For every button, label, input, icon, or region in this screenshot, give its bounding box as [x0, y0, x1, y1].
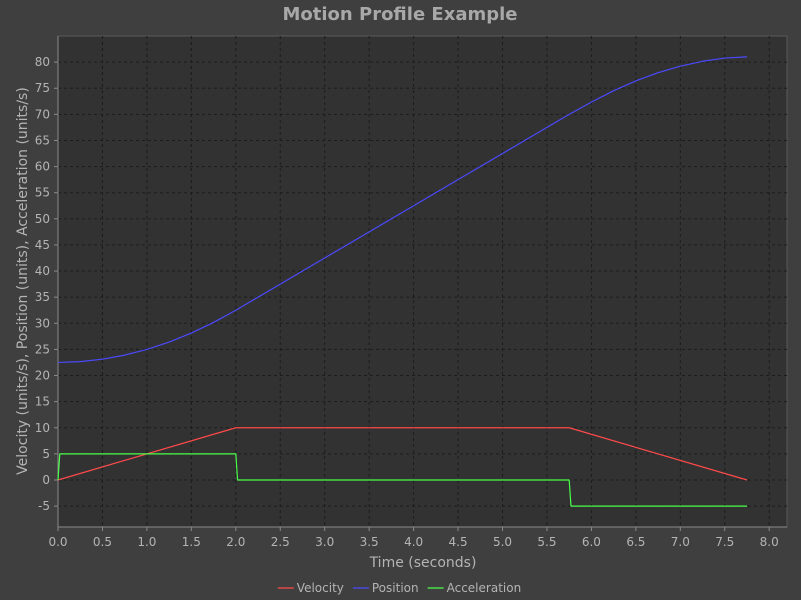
x-tick-label: 2.5	[271, 535, 290, 549]
x-tick-label: 7.5	[715, 535, 734, 549]
y-axis-label: Velocity (units/s), Position (units), Ac…	[15, 87, 31, 475]
axes: 0.0 0.5 1.0 1.5 2.0 2.5 3.0 3.5 4.0 4.5 5.0 5.5 6.0 6…	[35, 36, 787, 549]
y-tick-label: 60	[35, 160, 50, 174]
y-tick-label: 75	[35, 81, 50, 95]
grid	[57, 36, 787, 527]
x-axis-label: Time (seconds)	[369, 555, 477, 571]
y-tick-label: 30	[35, 316, 50, 330]
y-tick-label: 35	[35, 290, 50, 304]
y-tick-label: 15	[35, 395, 50, 409]
chart-title: Motion Profile Example	[283, 4, 518, 25]
y-tick-label: -5	[38, 499, 50, 513]
x-tick-label: 2.0	[226, 535, 245, 549]
x-tick-label: 4.0	[404, 535, 423, 549]
y-tick-label: 70	[35, 107, 50, 121]
x-tick-label: 0.0	[48, 535, 67, 549]
y-tick-label: 55	[35, 186, 50, 200]
legend-label-position: Position	[372, 581, 419, 595]
x-tick-label: 5.0	[493, 535, 512, 549]
x-tick-label: 1.0	[137, 535, 156, 549]
x-tick-label: 6.5	[626, 535, 645, 549]
legend-label-velocity: Velocity	[297, 581, 344, 595]
y-tick-label: 50	[35, 212, 50, 226]
x-tick-label: 6.0	[582, 535, 601, 549]
series-lines	[57, 56, 748, 507]
x-tick-label: 8.0	[760, 535, 779, 549]
y-tick-label: 20	[35, 369, 50, 383]
y-tick-label: 40	[35, 264, 50, 278]
legend: Velocity Position Acceleration	[277, 581, 522, 595]
x-tick-label: 3.0	[315, 535, 334, 549]
y-tick-label: 65	[35, 133, 50, 147]
x-tick-label: 4.5	[449, 535, 468, 549]
y-tick-label: 5	[42, 447, 50, 461]
x-tick-label: 5.5	[537, 535, 556, 549]
legend-label-acceleration: Acceleration	[447, 581, 522, 595]
y-tick-label: 10	[35, 421, 50, 435]
series-line-position	[57, 56, 748, 364]
y-tick-label: 25	[35, 342, 50, 356]
y-tick-label: 80	[35, 55, 50, 69]
x-tick-label: 7.0	[671, 535, 690, 549]
series-line-acceleration	[57, 453, 747, 507]
plot-area	[57, 35, 788, 528]
x-tick-label: 0.5	[93, 535, 112, 549]
x-tick-label: 1.5	[182, 535, 201, 549]
y-tick-label: 45	[35, 238, 50, 252]
x-tick-label: 3.5	[360, 535, 379, 549]
y-tick-label: 0	[42, 473, 50, 487]
